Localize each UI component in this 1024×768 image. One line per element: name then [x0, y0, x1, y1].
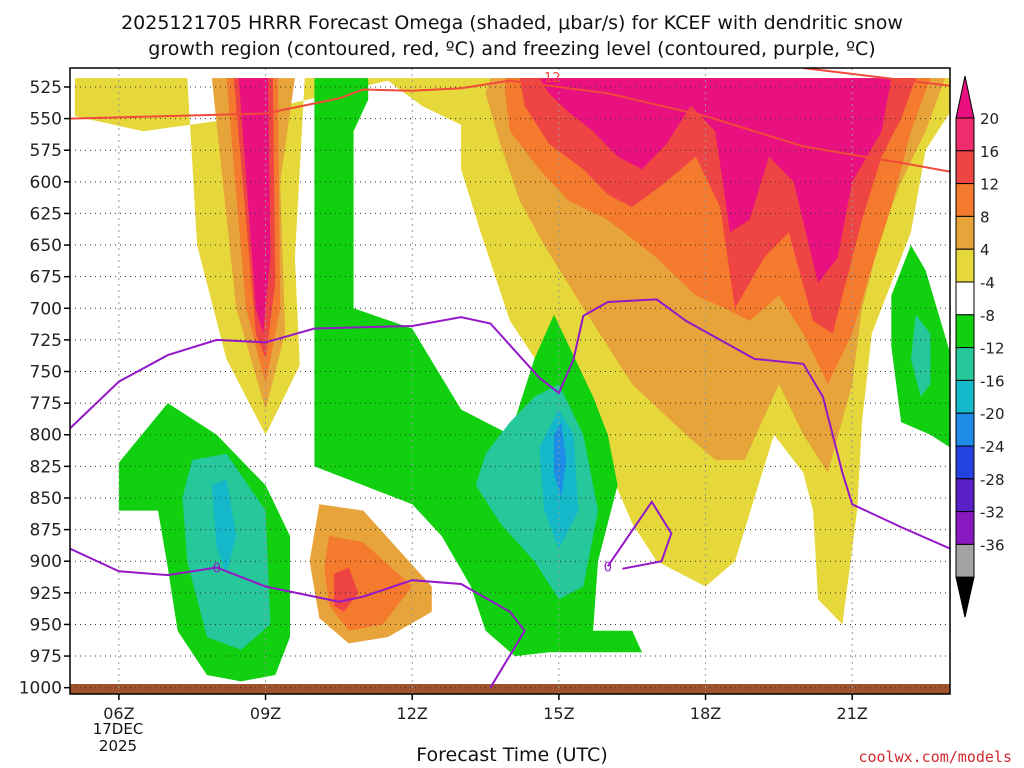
dgz-contour-label: -12 — [539, 71, 560, 86]
colorbar-label: -32 — [980, 504, 1005, 522]
y-tick-label: 925 — [30, 584, 62, 604]
colorbar-label: 4 — [980, 241, 990, 259]
y-tick-label: 550 — [30, 110, 62, 130]
date-label-day: 17DEC — [92, 720, 144, 738]
y-tick-label: 825 — [30, 457, 62, 477]
omega-region-4 — [238, 78, 892, 334]
contours: -12 0 0 — [70, 68, 950, 689]
dgz-contour-upper — [803, 68, 950, 87]
colorbar-cap-bottom — [955, 576, 975, 618]
colorbar-label: -12 — [980, 340, 1005, 358]
freezing-level-label: 0 — [604, 560, 612, 575]
colorbar-label: -16 — [980, 372, 1005, 390]
dgz-contour — [70, 79, 950, 173]
colorbar-label: -36 — [980, 536, 1005, 554]
colorbar-label: 8 — [980, 208, 990, 226]
colorbar-swatch — [955, 543, 975, 578]
freezing-level-contour — [70, 298, 950, 550]
y-tick-label: 1000 — [19, 679, 62, 699]
y-tick-label: 575 — [30, 141, 62, 161]
page-title: 2025121705 HRRR Forecast Omega (shaded, … — [0, 10, 1024, 62]
omega-region-16 — [554, 422, 567, 498]
y-tick-label: 700 — [30, 299, 62, 319]
y-tick-label: 950 — [30, 615, 62, 635]
x-tick-label: 09Z — [250, 704, 281, 723]
omega-region-15 — [211, 479, 237, 574]
colorbar: 20 16 12 8 4 -4 -8 -12 -16 -20 -24 -28 -32 -36 — [955, 75, 1005, 618]
colorbar-swatch — [955, 281, 975, 316]
colorbar-label: 12 — [980, 176, 999, 194]
credit-link[interactable]: coolwx.com/models — [858, 748, 1012, 766]
x-tick-label: 18Z — [690, 704, 721, 723]
colorbar-swatch — [955, 215, 975, 250]
colorbar-label: -24 — [980, 438, 1005, 456]
y-axis: 525 550 575 600 625 650 675 700 725 750 775 800 825 8… — [19, 78, 70, 699]
colorbar-swatch — [955, 445, 975, 480]
x-tick-label: 12Z — [397, 704, 428, 723]
colorbar-cap-top — [955, 75, 975, 119]
x-tick-label: 21Z — [837, 704, 868, 723]
freezing-level-label: 0 — [213, 562, 221, 577]
colorbar-label: -8 — [980, 307, 995, 325]
y-tick-label: 800 — [30, 426, 62, 446]
colorbar-swatch — [955, 511, 975, 545]
y-tick-label: 875 — [30, 521, 62, 541]
y-tick-label: 775 — [30, 394, 62, 414]
x-tick-label: 06Z — [103, 704, 134, 723]
y-tick-label: 750 — [30, 363, 62, 383]
y-tick-label: 525 — [30, 78, 62, 98]
colorbar-swatch — [955, 150, 975, 185]
y-tick-label: 600 — [30, 173, 62, 193]
colorbar-label: -4 — [980, 274, 995, 292]
title-line-2: growth region (contoured, red, ºC) and f… — [148, 38, 876, 60]
x-axis-label: Forecast Time (UTC) — [416, 744, 608, 766]
y-tick-label: 625 — [30, 204, 62, 224]
colorbar-label: 20 — [980, 110, 999, 128]
omega-shading — [74, 78, 950, 682]
x-tick-label: 15Z — [543, 704, 574, 723]
ground-terrain — [70, 684, 950, 694]
colorbar-label: -28 — [980, 471, 1005, 489]
y-tick-label: 850 — [30, 489, 62, 509]
colorbar-label: -20 — [980, 405, 1005, 423]
y-tick-label: 675 — [30, 268, 62, 288]
date-label-year: 2025 — [98, 737, 138, 755]
omega-region-13 — [910, 314, 931, 397]
colorbar-swatch — [955, 314, 975, 349]
y-tick-label: 975 — [30, 647, 62, 667]
colorbar-swatch — [955, 248, 975, 283]
title-line-1: 2025121705 HRRR Forecast Omega (shaded, … — [121, 12, 903, 34]
plot-frame — [69, 67, 951, 695]
colorbar-swatch — [955, 379, 975, 414]
y-tick-label: 900 — [30, 552, 62, 572]
y-tick-label: 650 — [30, 236, 62, 256]
colorbar-swatch — [955, 412, 975, 447]
colorbar-swatch — [955, 183, 975, 217]
x-axis: 06Z 09Z 12Z 15Z 18Z 21Z — [103, 694, 868, 723]
freezing-level-contour-lower — [70, 547, 526, 689]
freezing-level-contour-loop — [606, 499, 673, 570]
colorbar-label: 16 — [980, 143, 999, 161]
y-tick-label: 725 — [30, 331, 62, 351]
colorbar-swatch — [955, 478, 975, 513]
colorbar-swatch — [955, 347, 975, 381]
colorbar-swatch — [955, 117, 975, 152]
